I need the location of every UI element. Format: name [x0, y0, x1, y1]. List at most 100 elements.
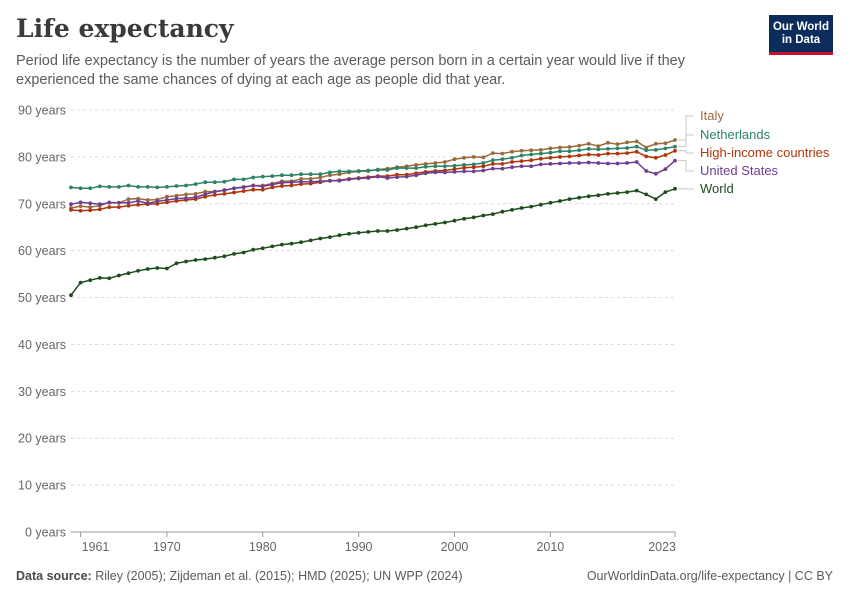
data-point — [673, 186, 677, 191]
data-point — [443, 164, 447, 169]
data-point — [414, 225, 418, 230]
data-point — [663, 153, 668, 157]
x-tick-label: 1970 — [153, 540, 181, 554]
data-point — [222, 254, 227, 259]
data-point — [347, 177, 351, 182]
data-point — [165, 185, 169, 189]
data-point — [615, 161, 620, 166]
data-point — [673, 148, 677, 153]
data-point — [615, 151, 620, 156]
data-point — [433, 222, 438, 226]
legend-label: United States — [700, 163, 779, 178]
y-tick-label: 20 years — [18, 432, 66, 446]
data-point — [126, 203, 131, 208]
data-point — [69, 185, 73, 190]
owid-logo[interactable]: Our World in Data — [769, 15, 833, 55]
data-point — [69, 202, 73, 207]
data-point — [548, 200, 553, 205]
data-point — [251, 183, 256, 188]
data-point — [174, 184, 179, 188]
data-point — [280, 180, 284, 185]
data-point — [356, 176, 361, 181]
data-point — [375, 174, 380, 179]
data-point — [481, 168, 486, 173]
data-point — [606, 161, 610, 166]
data-point — [567, 197, 572, 202]
data-point — [443, 220, 447, 225]
x-axis: 1961 1970 1980 1990 2000 2010 2023 — [80, 532, 676, 554]
data-point — [404, 166, 409, 171]
data-point — [567, 149, 572, 154]
source-link[interactable]: OurWorldinData.org/life-expectancy — [586, 569, 785, 583]
data-point — [155, 185, 160, 190]
data-source-text: Riley (2005); Zijdeman et al. (2015); HM… — [95, 569, 463, 583]
data-point — [270, 182, 275, 187]
data-point — [251, 247, 256, 252]
data-point — [481, 161, 486, 165]
data-point — [673, 138, 677, 142]
data-point — [299, 179, 303, 184]
data-point — [529, 158, 534, 163]
series-line — [70, 160, 676, 205]
data-point — [586, 141, 591, 146]
data-point — [462, 216, 466, 221]
y-tick-label: 40 years — [18, 338, 66, 352]
data-point — [443, 160, 447, 164]
data-point — [270, 174, 275, 179]
data-point — [558, 155, 562, 159]
data-point — [241, 250, 246, 255]
data-point — [538, 151, 543, 156]
data-point — [452, 157, 457, 162]
data-point — [596, 161, 601, 165]
data-point — [347, 231, 351, 236]
data-point — [395, 166, 399, 171]
data-point — [193, 182, 198, 187]
data-point — [452, 167, 457, 172]
data-point — [308, 238, 313, 243]
data-point — [500, 162, 505, 166]
data-point — [558, 149, 562, 154]
footer-right: OurWorldinData.org/life-expectancy | CC … — [587, 569, 833, 583]
data-point — [538, 156, 543, 161]
series-line — [70, 145, 676, 190]
data-point — [414, 163, 418, 167]
data-point — [347, 169, 351, 174]
data-point — [328, 170, 332, 175]
data-point — [260, 246, 265, 251]
legend-label: Netherlands — [700, 127, 771, 142]
data-point — [184, 192, 188, 197]
data-point — [69, 293, 73, 298]
data-point — [548, 162, 553, 166]
data-point — [500, 151, 505, 156]
y-tick-label: 60 years — [18, 244, 66, 258]
data-point — [625, 146, 629, 150]
chart-subtitle: Period life expectancy is the number of … — [16, 53, 685, 88]
data-point — [337, 169, 342, 174]
x-tick-label: 2010 — [536, 540, 564, 554]
data-point — [126, 271, 131, 276]
data-point — [232, 252, 236, 256]
data-point — [289, 173, 294, 178]
data-point — [414, 173, 418, 178]
data-point — [366, 168, 371, 173]
data-point — [471, 215, 476, 220]
data-point — [577, 161, 581, 165]
data-point — [519, 148, 524, 153]
data-point — [107, 200, 112, 205]
data-point — [644, 169, 649, 173]
data-point — [519, 159, 524, 164]
data-point — [174, 196, 179, 201]
data-point — [337, 172, 342, 177]
data-point — [634, 139, 639, 144]
y-tick-label: 30 years — [18, 385, 66, 399]
data-point — [78, 186, 83, 191]
data-point — [395, 228, 399, 232]
data-point — [490, 162, 495, 166]
data-point — [260, 187, 265, 192]
chart-footer: Data source: Riley (2005); Zijdeman et a… — [16, 569, 833, 583]
data-point — [78, 200, 83, 205]
data-point — [577, 143, 581, 148]
data-point — [423, 223, 428, 228]
logo-line-2: in Data — [781, 33, 821, 46]
data-point — [375, 229, 380, 233]
